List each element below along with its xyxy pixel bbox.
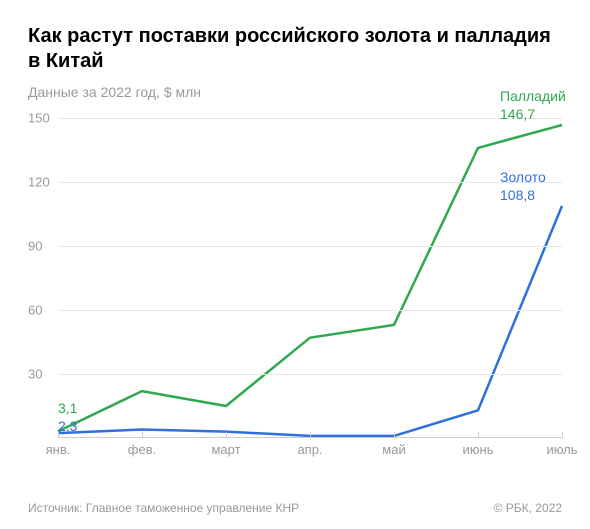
chart-lines: [58, 118, 562, 438]
x-tick-mark: [394, 432, 395, 438]
x-tick-mark: [310, 432, 311, 438]
x-tick-mark: [562, 432, 563, 438]
series-end-value: 146,7: [500, 105, 566, 123]
x-tick-label: фев.: [128, 442, 156, 457]
x-axis: янв.фев.мартапр.майиюньиюль: [58, 438, 562, 458]
series-end-label: Золото108,8: [500, 168, 546, 204]
gridline: [58, 118, 562, 119]
x-tick-mark: [142, 432, 143, 438]
series-line: [58, 125, 562, 431]
y-tick-label: 90: [28, 239, 42, 254]
gridline: [58, 246, 562, 247]
gridline: [58, 374, 562, 375]
chart-title: Как растут поставки российского золота и…: [28, 24, 562, 74]
series-start-label: 2,3: [58, 417, 77, 435]
copyright-text: © РБК, 2022: [494, 501, 562, 515]
x-tick-mark: [478, 432, 479, 438]
series-end-label: Палладий146,7: [500, 87, 566, 123]
x-tick-label: апр.: [297, 442, 322, 457]
series-name: Золото: [500, 168, 546, 186]
gridline: [58, 310, 562, 311]
x-tick-mark: [226, 432, 227, 438]
x-tick-label: март: [211, 442, 240, 457]
chart-subtitle: Данные за 2022 год, $ млн: [28, 84, 562, 100]
y-tick-label: 150: [28, 111, 50, 126]
y-tick-label: 60: [28, 303, 42, 318]
x-tick-label: июль: [546, 442, 577, 457]
source-text: Источник: Главное таможенное управление …: [28, 501, 299, 515]
y-tick-label: 120: [28, 175, 50, 190]
series-line: [58, 206, 562, 436]
gridline: [58, 182, 562, 183]
footer: Источник: Главное таможенное управление …: [28, 501, 562, 515]
x-tick-label: янв.: [46, 442, 71, 457]
series-end-value: 108,8: [500, 186, 546, 204]
series-name: Палладий: [500, 87, 566, 105]
plot-region: Палладий146,73,1Золото108,82,3: [58, 118, 562, 438]
x-tick-label: июнь: [463, 442, 494, 457]
x-tick-label: май: [382, 442, 405, 457]
chart-area: 306090120150 Палладий146,73,1Золото108,8…: [28, 118, 562, 458]
series-start-label: 3,1: [58, 399, 77, 417]
x-tick-mark: [58, 432, 59, 438]
y-tick-label: 30: [28, 367, 42, 382]
